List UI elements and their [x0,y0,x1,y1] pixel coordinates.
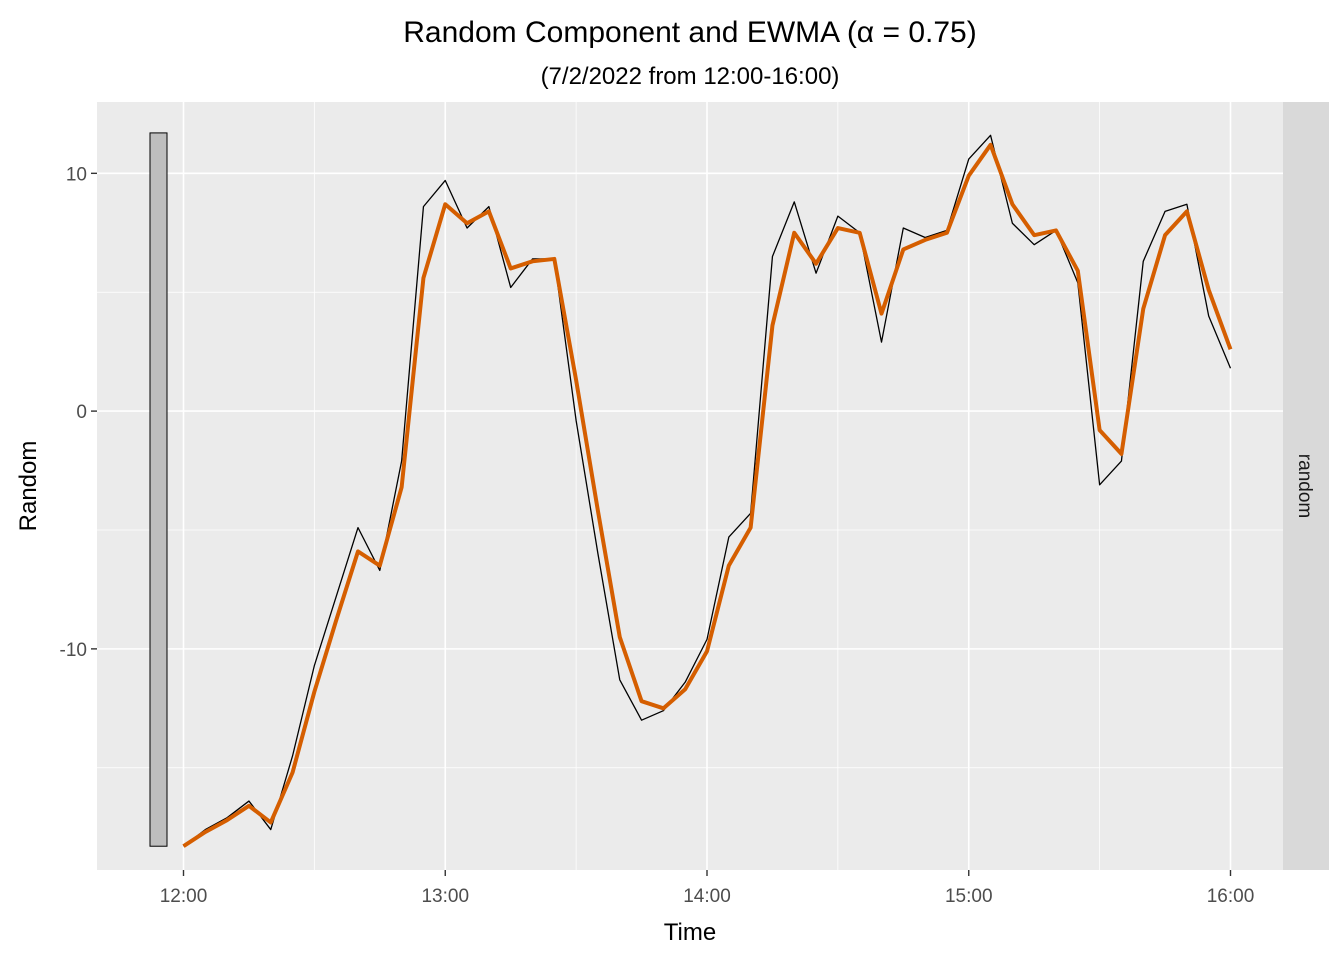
facet-strip-label: random [1294,454,1315,518]
x-tick-label: 14:00 [683,886,731,907]
series-line-ewma [182,142,1233,848]
plot-panel [97,102,1283,870]
x-tick-label: 15:00 [945,886,993,907]
range-bar [149,132,168,847]
chart-subtitle: (7/2/2022 from 12:00-16:00) [541,63,840,90]
y-tick-label: 0 [76,402,87,423]
y-tick-label: -10 [60,640,87,661]
x-tick-label: 16:00 [1207,886,1255,907]
y-tick-label: 10 [66,164,87,185]
chart-title: Random Component and EWMA (α = 0.75) [403,16,976,49]
y-axis-ticks: -10 0 10 [60,164,97,661]
facet-strip [1283,102,1329,870]
x-tick-label: 13:00 [421,886,469,907]
y-axis-title: Random [15,441,42,532]
series-layer [182,134,1233,848]
major-gridlines [97,102,1283,870]
x-axis-ticks: 12:00 13:00 14:00 15:00 16:00 [160,870,1255,907]
range-bar-layer [149,132,168,847]
x-axis-title: Time [664,919,716,946]
x-tick-label: 12:00 [160,886,208,907]
